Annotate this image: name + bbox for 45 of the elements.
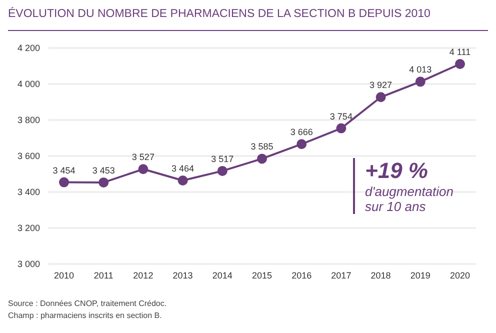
data-label: 3 454 <box>52 165 76 176</box>
source-note: Source : Données CNOP, traitement Crédoc. <box>8 298 167 310</box>
x-tick-label: 2015 <box>252 270 272 280</box>
point <box>178 175 188 186</box>
point <box>415 76 426 87</box>
data-label: 4 013 <box>409 64 432 75</box>
point <box>98 177 109 188</box>
point <box>336 123 346 134</box>
x-tick-label: 2013 <box>172 270 193 280</box>
point <box>257 154 267 164</box>
data-label: 3 666 <box>290 127 313 138</box>
point <box>59 177 69 188</box>
annotation: d'augmentation sur 10 ans <box>365 184 454 214</box>
x-tick-label: 2018 <box>370 270 391 280</box>
x-tick-label: 2016 <box>292 270 312 280</box>
x-tick-label: 2019 <box>410 270 430 280</box>
x-tick-label: 2011 <box>94 270 114 280</box>
y-tick-label: 3 600 <box>17 151 40 162</box>
data-label: 3 754 <box>330 111 352 122</box>
point <box>138 164 148 174</box>
point <box>217 166 228 176</box>
data-label: 3 464 <box>172 163 194 174</box>
y-tick-label: 3 800 <box>17 115 40 126</box>
chart-title: ÉVOLUTION DU NOMBRE DE PHARMACIENS DE LA SECTION B DEPUIS 2010 <box>8 8 430 20</box>
data-label: 3 517 <box>211 154 234 164</box>
data-label: 4 111 <box>449 47 471 58</box>
data-label: 3 453 <box>92 165 115 176</box>
point <box>455 59 465 70</box>
x-tick-label: 2010 <box>54 270 74 280</box>
data-label: 3 527 <box>132 152 154 162</box>
x-tick-label: 2020 <box>450 270 470 280</box>
y-tick-label: 4 200 <box>17 43 40 54</box>
y-tick-label: 3 200 <box>17 223 40 234</box>
point <box>296 139 307 150</box>
annotation: +19 % <box>365 158 429 184</box>
x-tick-label: 2017 <box>331 270 352 280</box>
text: Champ : pharmaciens inscrits en section B. <box>8 310 163 322</box>
y-tick-label: 4 000 <box>17 79 40 90</box>
x-tick-label: 2014 <box>212 270 232 280</box>
x-tick-label: 2012 <box>133 270 154 280</box>
data-label: 3 927 <box>370 80 392 90</box>
point <box>376 92 386 102</box>
y-tick-label: 3 400 <box>17 187 40 198</box>
y-tick-label: 3 000 <box>17 259 40 270</box>
data-label: 3 585 <box>250 142 274 152</box>
